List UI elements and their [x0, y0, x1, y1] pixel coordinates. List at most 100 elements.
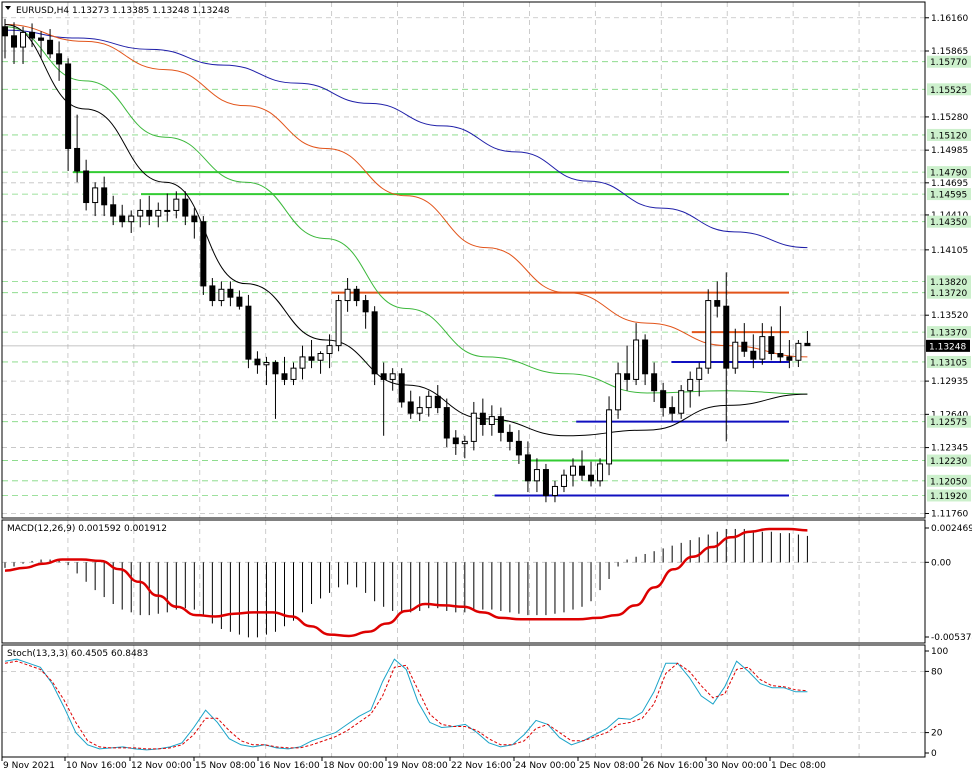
candle-body[interactable]	[47, 39, 54, 55]
candle-body[interactable]	[128, 215, 135, 223]
candle-body[interactable]	[137, 209, 144, 217]
candle-body[interactable]	[669, 407, 676, 414]
candle-body[interactable]	[380, 373, 387, 380]
grid	[1, 2, 926, 757]
candle-body[interactable]	[407, 401, 414, 414]
candle-body[interactable]	[335, 300, 342, 347]
candle-body[interactable]	[551, 485, 558, 496]
candle-body[interactable]	[110, 204, 117, 217]
level-label: 1.14595	[930, 191, 967, 201]
candle-body[interactable]	[272, 362, 279, 375]
candle-body[interactable]	[326, 345, 333, 355]
candle-body[interactable]	[461, 440, 468, 445]
candle-body[interactable]	[254, 358, 261, 366]
candle-body[interactable]	[768, 336, 775, 355]
candle-body[interactable]	[597, 463, 604, 482]
candle-body[interactable]	[308, 356, 315, 361]
candle-body[interactable]	[696, 367, 703, 380]
candle-body[interactable]	[371, 311, 378, 375]
candle-body[interactable]	[741, 341, 748, 352]
candle-body[interactable]	[299, 356, 306, 369]
candle-body[interactable]	[497, 416, 504, 433]
candle-body[interactable]	[182, 198, 189, 217]
candle-body[interactable]	[542, 469, 549, 496]
candle-body[interactable]	[56, 53, 63, 65]
candle-body[interactable]	[218, 288, 225, 302]
candle-body[interactable]	[452, 437, 459, 445]
candle-body[interactable]	[29, 31, 36, 39]
candle-body[interactable]	[714, 300, 721, 307]
candle-body[interactable]	[777, 353, 784, 358]
candle-body[interactable]	[425, 395, 432, 409]
candle-body[interactable]	[263, 362, 270, 366]
candle-body[interactable]	[804, 342, 811, 347]
candle-body[interactable]	[488, 416, 495, 425]
level-label-box	[927, 55, 971, 68]
candle-body[interactable]	[624, 373, 631, 380]
candle-body[interactable]	[2, 26, 8, 37]
candle-body[interactable]	[642, 339, 649, 375]
candle-body[interactable]	[92, 187, 99, 204]
candle-body[interactable]	[479, 412, 486, 425]
candle-body[interactable]	[434, 395, 441, 409]
candle-body[interactable]	[344, 288, 351, 302]
candle-body[interactable]	[651, 373, 658, 392]
candle-body[interactable]	[569, 465, 576, 476]
candle-body[interactable]	[362, 300, 369, 313]
candle-body[interactable]	[750, 350, 757, 360]
candle-body[interactable]	[533, 469, 540, 482]
level-label-box	[927, 355, 971, 368]
candle-body[interactable]	[353, 288, 360, 302]
candle-body[interactable]	[723, 305, 730, 369]
candle-body[interactable]	[281, 373, 288, 380]
candle-body[interactable]	[209, 285, 216, 302]
candle-body[interactable]	[515, 440, 522, 456]
candle-body[interactable]	[191, 215, 198, 223]
candle-body[interactable]	[11, 35, 18, 48]
candle-body[interactable]	[795, 342, 802, 361]
candle-body[interactable]	[687, 378, 694, 392]
candle-body[interactable]	[506, 431, 513, 442]
candle-body[interactable]	[470, 412, 477, 442]
candle-body[interactable]	[227, 288, 234, 298]
candle-body[interactable]	[317, 353, 324, 361]
price-tick-label: 1.14695	[931, 179, 968, 189]
candle-body[interactable]	[38, 37, 45, 41]
candle-body[interactable]	[705, 300, 712, 369]
candle-body[interactable]	[560, 474, 567, 487]
candle-body[interactable]	[443, 407, 450, 439]
candle-body[interactable]	[290, 367, 297, 380]
candle-body[interactable]	[786, 356, 793, 361]
chart-menu-arrow-icon[interactable]	[5, 6, 11, 10]
stoch-tick-label: 100	[931, 647, 948, 657]
candle-body[interactable]	[579, 465, 586, 476]
candle-body[interactable]	[65, 63, 72, 149]
candle-body[interactable]	[416, 407, 423, 414]
candle-body[interactable]	[732, 341, 739, 369]
candle-body[interactable]	[633, 339, 640, 380]
candle-body[interactable]	[615, 373, 622, 411]
candle-body[interactable]	[74, 147, 81, 172]
candle-body[interactable]	[678, 390, 685, 414]
candle-body[interactable]	[83, 170, 90, 204]
candle-body[interactable]	[660, 390, 667, 409]
level-label: 1.12230	[930, 457, 967, 467]
candle-body[interactable]	[389, 373, 396, 380]
candle-body[interactable]	[146, 209, 153, 217]
candle-body[interactable]	[398, 373, 405, 403]
candle-body[interactable]	[20, 31, 27, 48]
candle-body[interactable]	[245, 305, 252, 360]
candle-body[interactable]	[119, 215, 126, 223]
candle-body[interactable]	[524, 454, 531, 482]
candle-body[interactable]	[164, 209, 171, 212]
candle-body[interactable]	[588, 474, 595, 482]
candle-body[interactable]	[200, 221, 207, 287]
level-label: 1.14350	[930, 218, 967, 228]
candles[interactable]	[2, 18, 811, 503]
candle-body[interactable]	[155, 209, 162, 217]
candle-body[interactable]	[173, 198, 180, 211]
candle-body[interactable]	[101, 187, 108, 206]
candle-body[interactable]	[759, 336, 766, 360]
candle-body[interactable]	[236, 296, 243, 307]
candle-body[interactable]	[606, 409, 613, 465]
